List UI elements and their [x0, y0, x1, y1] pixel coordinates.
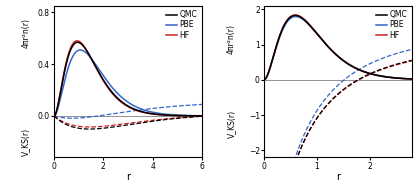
Text: 4πr²n(r): 4πr²n(r) [227, 24, 236, 54]
X-axis label: r: r [336, 172, 340, 182]
Text: V_KS(r): V_KS(r) [227, 110, 236, 138]
Legend: QMC, PBE, HF: QMC, PBE, HF [375, 10, 408, 40]
Legend: QMC, PBE, HF: QMC, PBE, HF [165, 10, 198, 40]
Text: V_KS(r): V_KS(r) [22, 128, 30, 156]
Text: 4πr²n(r): 4πr²n(r) [22, 18, 30, 48]
X-axis label: r: r [126, 172, 130, 182]
